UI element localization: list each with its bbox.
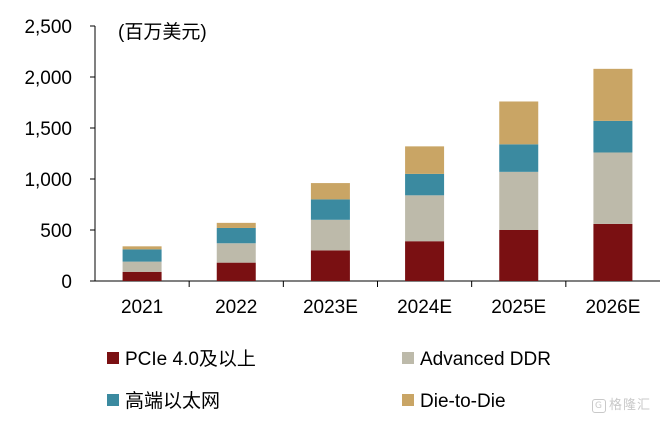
bar-segment: [405, 241, 445, 281]
bar-segment: [593, 68, 633, 121]
legend-label: 高端以太网: [125, 390, 220, 412]
bar-segment: [216, 222, 256, 228]
y-tick-label: 500: [40, 221, 72, 242]
bar-segment: [499, 144, 539, 172]
bar-segment: [122, 249, 162, 262]
legend-label: Advanced DDR: [420, 349, 551, 370]
bar-segment: [593, 152, 633, 224]
bar-segment: [216, 227, 256, 244]
legend: PCIe 4.0及以上 Advanced DDR 高端以太网 Die-to-Die: [107, 348, 551, 412]
bar-segment: [122, 271, 162, 281]
x-tick-label: 2025E: [491, 297, 546, 318]
x-axis-tick-labels: 2021 2022 2023E 2024E 2025E 2026E: [121, 297, 640, 318]
x-tick-label: 2021: [121, 297, 163, 318]
y-axis-tick-labels: 0 500 1,000 1,500 2,000 2,500: [24, 17, 72, 293]
bar-segment: [405, 146, 445, 174]
y-tick-label: 0: [61, 272, 72, 293]
x-tick-label: 2023E: [303, 297, 358, 318]
x-tick-label: 2024E: [397, 297, 452, 318]
legend-swatch: [402, 394, 414, 406]
bar-segment: [499, 101, 539, 145]
y-tick-label: 1,500: [24, 119, 72, 140]
bar-segment: [216, 243, 256, 263]
bar-segment: [499, 230, 539, 281]
bar-segment: [310, 199, 350, 220]
x-tick-label: 2026E: [585, 297, 640, 318]
legend-swatch: [402, 352, 414, 364]
bar-segment: [310, 219, 350, 251]
bar-segment: [593, 223, 633, 281]
watermark: G 格隆汇: [592, 394, 651, 413]
bar-segment: [405, 173, 445, 196]
watermark-text: 格隆汇: [609, 398, 652, 413]
legend-swatch: [107, 394, 119, 406]
y-tick-label: 2,500: [24, 17, 72, 38]
bar-segment: [593, 120, 633, 153]
bar-segment: [499, 171, 539, 230]
legend-label: PCIe 4.0及以上: [125, 348, 256, 370]
unit-label: (百万美元): [118, 21, 207, 43]
bar-segment: [122, 246, 162, 250]
x-tick-label: 2022: [215, 297, 257, 318]
legend-swatch: [107, 352, 119, 364]
bar-segment: [405, 195, 445, 242]
bar-segment: [310, 250, 350, 281]
legend-label: Die-to-Die: [420, 391, 506, 412]
bars: [122, 68, 633, 281]
y-tick-label: 1,000: [24, 170, 72, 191]
bar-segment: [216, 262, 256, 281]
bar-segment: [310, 183, 350, 200]
watermark-logo-icon: G: [592, 399, 606, 413]
bar-segment: [122, 261, 162, 272]
axes: [90, 25, 660, 287]
y-tick-label: 2,000: [24, 68, 72, 89]
